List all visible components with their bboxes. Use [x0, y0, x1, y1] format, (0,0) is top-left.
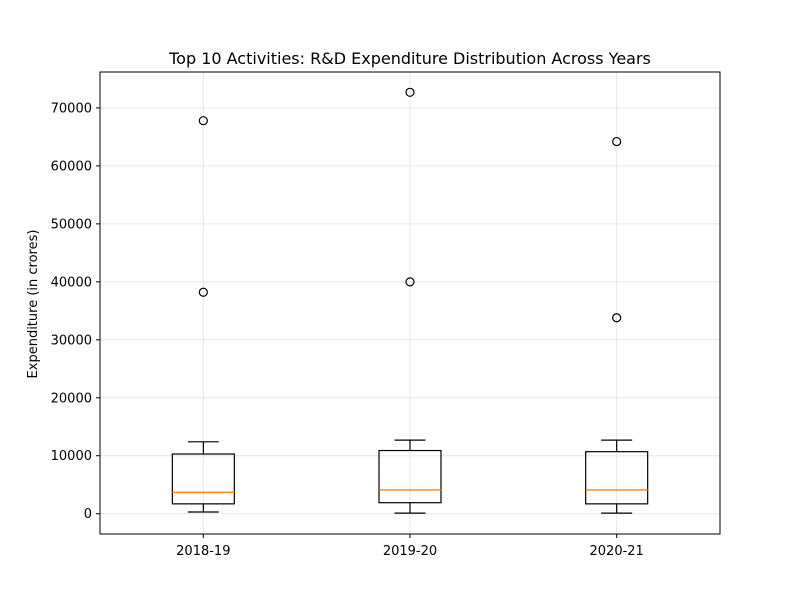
- outlier-point: [405, 277, 415, 287]
- y-tick-label: 50000: [51, 217, 92, 232]
- y-tick-label: 30000: [51, 333, 92, 348]
- grid-layer: [100, 72, 720, 534]
- y-tick-label: 70000: [51, 101, 92, 116]
- y-tick-label: 10000: [51, 449, 92, 464]
- outlier-point: [612, 313, 622, 323]
- chart-title: Top 10 Activities: R&D Expenditure Distr…: [168, 49, 651, 68]
- outlier-point: [198, 287, 208, 297]
- box-body: [378, 449, 442, 504]
- outlier-point: [405, 87, 415, 97]
- outlier-point: [612, 136, 622, 147]
- box-2018-19: [171, 116, 235, 513]
- x-tick-label: 2018-19: [176, 544, 230, 559]
- box-2020-21: [585, 136, 649, 514]
- box-layer: [171, 87, 649, 514]
- axis-layer: 0 10000 20000 30000 40000 50000 60000 70000 2018…: [51, 71, 721, 559]
- x-tick-label: 2019-20: [383, 544, 437, 559]
- y-axis-label: Expenditure (in crores): [26, 230, 41, 379]
- x-tick-label: 2020-21: [590, 544, 644, 559]
- y-tick-label: 60000: [51, 159, 92, 174]
- y-tick-label: 0: [84, 507, 92, 522]
- y-tick-label: 40000: [51, 275, 92, 290]
- y-tick-label: 20000: [51, 391, 92, 406]
- box-body: [585, 451, 649, 505]
- box-body: [171, 453, 235, 505]
- box-2019-20: [378, 87, 442, 514]
- outlier-point: [198, 116, 208, 126]
